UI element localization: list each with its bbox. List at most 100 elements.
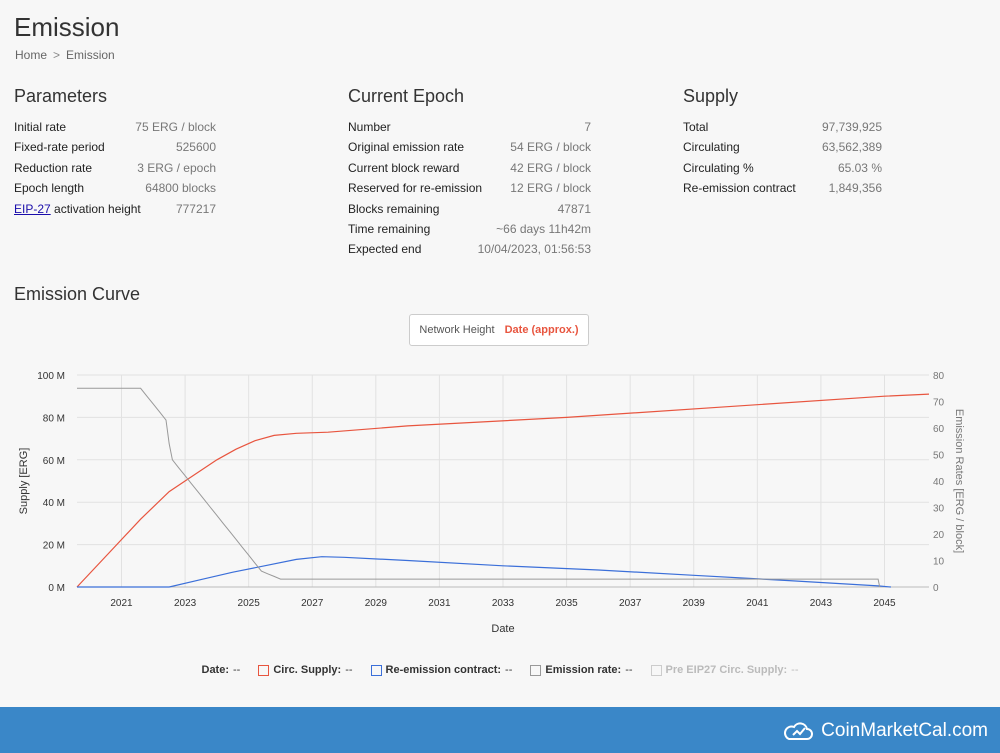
param-label: Initial rate [14, 120, 67, 134]
x-tick-label: 2029 [365, 598, 388, 609]
epoch-row: Number 7 [348, 117, 591, 137]
epoch-label: Expected end [348, 242, 422, 257]
x-tick-label: 2033 [492, 598, 515, 609]
legend-item-pre-eip27[interactable]: Pre EIP27 Circ. Supply: -- [650, 664, 799, 676]
toggle-network-height[interactable]: Network Height [419, 324, 495, 336]
legend-label: Pre EIP27 Circ. Supply: [665, 664, 788, 676]
legend-value: -- [505, 664, 513, 676]
x-tick-label: 2045 [873, 598, 896, 609]
emission-chart[interactable]: 2021 2023 2025 2027 2029 2031 2033 2035 2037 2039… [0, 355, 1000, 650]
legend-label: Re-emission contract: [385, 664, 502, 676]
y2-tick-label: 80 [933, 371, 945, 382]
epoch-value: 42 ERG / block [510, 160, 591, 175]
supply-row: Circulating 63,562,389 [683, 137, 882, 157]
legend-swatch [650, 664, 662, 676]
legend-swatch [258, 664, 270, 676]
epoch-value: 47871 [557, 201, 591, 216]
epoch-label: Blocks remaining [348, 201, 440, 216]
param-value: 64800 blocks [145, 181, 216, 196]
legend-item-emission-rate[interactable]: Emission rate: -- [530, 664, 633, 676]
x-tick-label: 2027 [301, 598, 324, 609]
epoch-value: 54 ERG / block [510, 140, 591, 155]
legend-date-label: Date: [201, 664, 230, 676]
x-tick-label: 2021 [110, 598, 133, 609]
emission-curve-title: Emission Curve [14, 284, 141, 304]
y2-tick-label: 60 [933, 424, 945, 435]
eip27-link[interactable]: EIP-27 [14, 201, 51, 216]
param-row: Initial rate 75 ERG / block [14, 117, 216, 137]
param-label: Reduction rate [14, 160, 93, 175]
legend-value: -- [625, 664, 633, 676]
supply-label: Circulating [683, 140, 740, 155]
y2-tick-label: 70 [933, 398, 945, 409]
y-tick-label: 40 M [43, 498, 65, 509]
param-row: Reduction rate 3 ERG / epoch [14, 158, 216, 178]
toggle-date[interactable]: Date (approx.) [504, 324, 579, 336]
epoch-row: Reserved for re-emission 12 ERG / block [348, 178, 591, 198]
y-tick-label: 20 M [43, 541, 65, 552]
x-axis-toggle: Network Height Date (approx.) [409, 314, 589, 346]
supply-label: Total [683, 120, 709, 134]
current-epoch-panel: Current Epoch Number 7 Original emission … [348, 86, 591, 260]
y2-tick-label: 40 [933, 477, 945, 488]
page-title: Emission [14, 12, 120, 42]
y-tick-label: 80 M [43, 413, 65, 424]
parameters-title: Parameters [14, 86, 108, 106]
epoch-label: Number [348, 120, 391, 134]
y-tick-label: 100 M [37, 371, 65, 382]
epoch-value: 10/04/2023, 01:56:53 [477, 242, 591, 257]
y2-tick-label: 10 [933, 557, 945, 568]
y-tick-label: 60 M [43, 456, 65, 467]
breadcrumb-current: Emission [66, 48, 115, 62]
footer-brand-text: CoinMarketCal.com [821, 720, 988, 741]
param-label: Fixed-rate period [14, 140, 105, 155]
breadcrumb-separator: > [53, 48, 61, 62]
y2-axis-label: Emission Rates [ERG / block] [953, 409, 965, 553]
footer-brand[interactable]: CoinMarketCal.com [783, 719, 988, 743]
param-label: Epoch length [14, 181, 85, 196]
y-tick-label: 0 M [48, 583, 65, 594]
y2-tick-label: 50 [933, 451, 945, 462]
circ-supply-line [76, 393, 930, 588]
y-axis-label: Supply [ERG] [18, 448, 30, 515]
legend-value: -- [791, 664, 799, 676]
x-tick-label: 2031 [428, 598, 451, 609]
supply-row: Re-emission contract 1,849,356 [683, 178, 882, 198]
eip27-label-rest: activation height [50, 201, 141, 216]
supply-value: 97,739,925 [821, 120, 882, 134]
param-value: 75 ERG / block [135, 120, 216, 134]
epoch-label: Original emission rate [348, 140, 465, 155]
x-tick-label: 2037 [619, 598, 642, 609]
param-row: EIP-27 activation height 777217 [14, 199, 216, 219]
supply-value: 63,562,389 [821, 140, 882, 155]
epoch-label: Reserved for re-emission [348, 181, 483, 196]
emission-rate-line [77, 387, 881, 588]
supply-value: 1,849,356 [828, 181, 882, 196]
epoch-row: Blocks remaining 47871 [348, 199, 591, 219]
param-row: Epoch length 64800 blocks [14, 178, 216, 198]
legend-item-reemission[interactable]: Re-emission contract: -- [370, 664, 513, 676]
supply-value: 65.03 % [837, 160, 882, 175]
epoch-value: 12 ERG / block [510, 181, 591, 196]
param-value: 777217 [175, 201, 216, 216]
current-epoch-title: Current Epoch [348, 86, 465, 106]
supply-label: Re-emission contract [683, 181, 796, 196]
x-axis-label: Date [491, 623, 514, 635]
legend-label: Circ. Supply: [273, 664, 342, 676]
breadcrumb: Home > Emission [15, 48, 115, 62]
coinmarketcal-logo-icon [784, 722, 814, 740]
parameters-panel: Parameters Initial rate 75 ERG / block Fi… [14, 86, 216, 219]
legend-item-circ-supply[interactable]: Circ. Supply: -- [258, 664, 353, 676]
epoch-value: ~66 days 11h42m [496, 221, 591, 236]
x-tick-label: 2043 [810, 598, 833, 609]
breadcrumb-home-link[interactable]: Home [15, 48, 48, 62]
epoch-label: Current block reward [348, 160, 460, 175]
y2-tick-label: 20 [933, 530, 945, 541]
x-tick-label: 2041 [746, 598, 769, 609]
epoch-row: Time remaining ~66 days 11h42m [348, 219, 591, 239]
epoch-value: 7 [584, 120, 591, 134]
legend-date: Date: -- [202, 664, 241, 676]
supply-row: Total 97,739,925 [683, 117, 882, 137]
param-value: 3 ERG / epoch [137, 160, 216, 175]
epoch-label: Time remaining [348, 221, 431, 236]
